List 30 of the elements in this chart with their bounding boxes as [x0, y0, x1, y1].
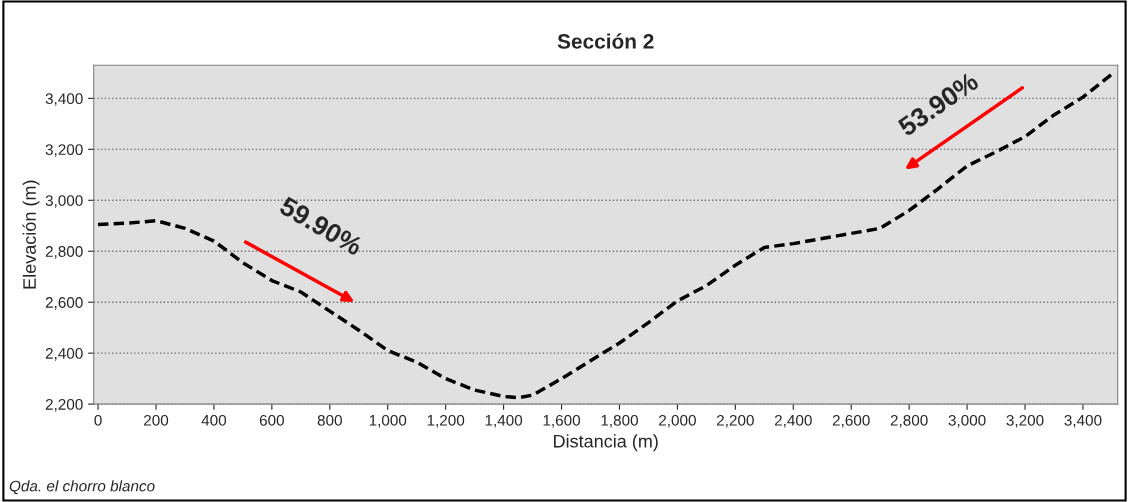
line-series: [96, 72, 1114, 400]
y-tick-label: 2,600: [45, 297, 83, 310]
x-tick-label: 1,400: [485, 414, 523, 428]
x-tick-label: 1,600: [543, 414, 581, 428]
x-tick-label: 1,800: [601, 414, 638, 428]
x-tick-label: 3,000: [948, 414, 986, 428]
y-tick-label: 2,800: [45, 246, 83, 259]
y-axis-title: Elevación (m): [22, 180, 40, 289]
text: Qda. el chorro blanco: [9, 480, 155, 495]
x-tick-label: 2,600: [832, 414, 870, 428]
y-tick-label: 2,200: [45, 398, 83, 412]
y-tick-label: 3,400: [45, 93, 83, 106]
y-tick-label: 3,000: [45, 195, 83, 208]
x-tick-label: 1,000: [369, 414, 407, 428]
x-tick-label: 200: [144, 414, 169, 426]
x-axis-title: Distancia (m): [554, 434, 658, 452]
x-tick-label: 1,200: [427, 414, 465, 428]
x-tick-label: 0: [94, 414, 102, 426]
x-tick-label: 2,200: [716, 414, 754, 428]
x-tick-label: 3,400: [1064, 414, 1102, 428]
y-tick-label: 3,200: [45, 144, 83, 157]
x-tick-label: 2,400: [774, 414, 812, 428]
x-tick-label: 2,000: [659, 414, 696, 428]
chart-title: Sección 2: [557, 33, 654, 49]
x-tick-label: 3,200: [1006, 414, 1044, 428]
x-tick-label: 600: [259, 414, 285, 426]
x-tick-label: 400: [201, 414, 227, 426]
x-tick-label: 2,800: [890, 414, 928, 428]
x-tick-label: 800: [317, 414, 342, 426]
y-tick-label: 2,400: [45, 348, 83, 361]
